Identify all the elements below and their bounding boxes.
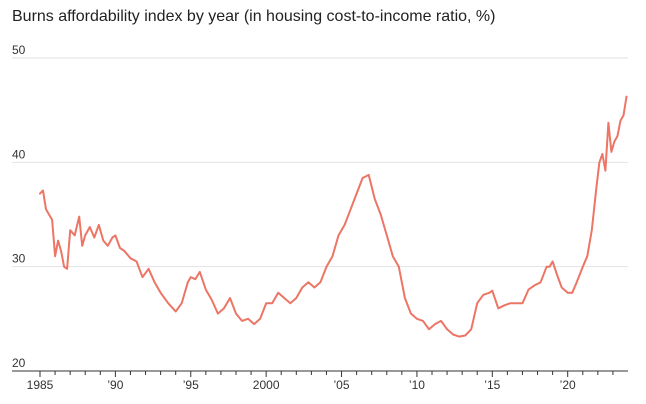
x-tick-label-2005: ’05: [334, 378, 350, 392]
x-tick-label-1995: ’95: [183, 378, 199, 392]
y-tick-label-20: 20: [12, 356, 26, 370]
y-tick-label-30: 30: [12, 252, 26, 266]
series-group: [39, 95, 628, 338]
y-axis-tick-labels: 20 30 40 50: [12, 43, 26, 370]
x-tick-label-1990: ’90: [107, 378, 123, 392]
chart-title: Burns affordability index by year (in ho…: [12, 8, 496, 25]
x-tick-label-2020: ’20: [560, 378, 576, 392]
x-axis: 1985 ’90 ’95 2000 ’05 ’10 ’15 ’20: [12, 370, 628, 392]
series-line-0: [39, 95, 628, 338]
x-tick-label-1985: 1985: [27, 378, 54, 392]
x-tick-label-2010: ’10: [409, 378, 425, 392]
y-tick-label-50: 50: [12, 43, 26, 57]
x-tick-label-2000: 2000: [253, 378, 280, 392]
gridlines: [12, 57, 628, 268]
y-tick-label-40: 40: [12, 147, 26, 161]
x-tick-label-2015: ’15: [484, 378, 500, 392]
